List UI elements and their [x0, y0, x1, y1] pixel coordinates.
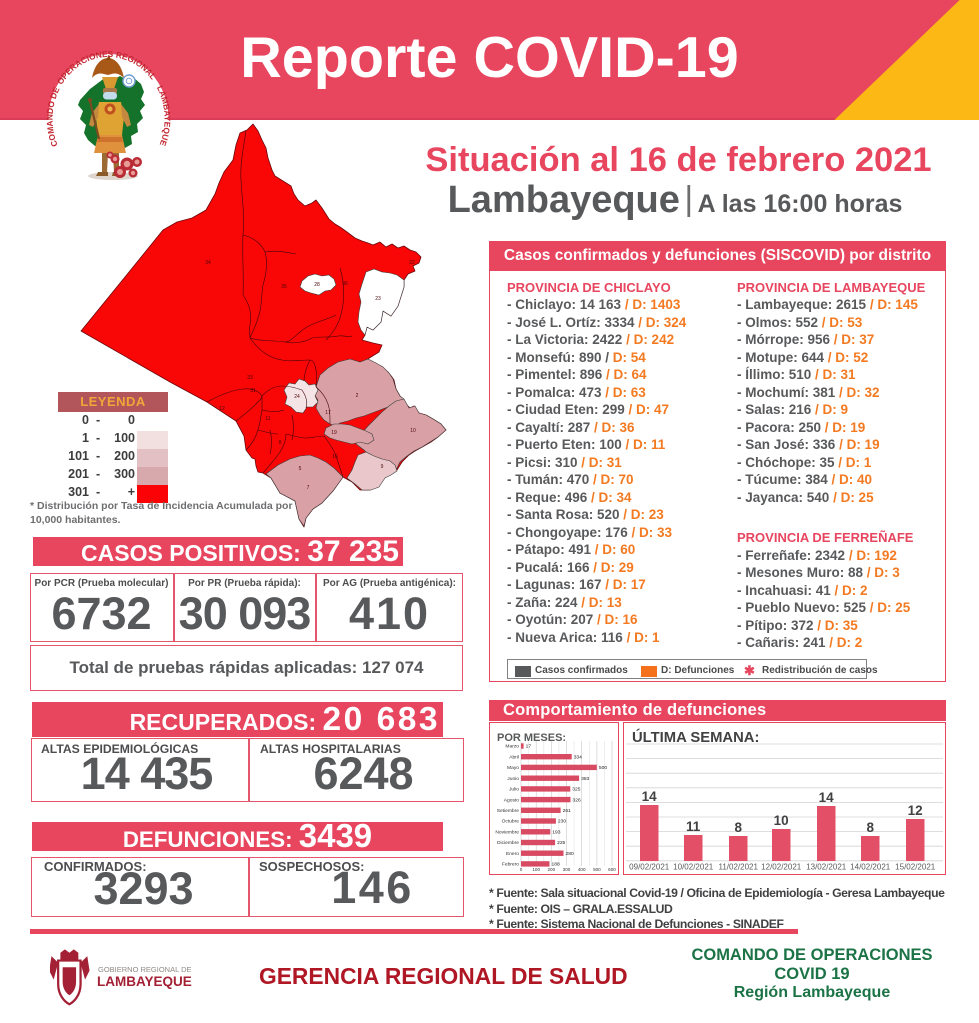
svg-text:17: 17: [325, 410, 331, 416]
svg-text:14: 14: [642, 789, 658, 804]
svg-text:10: 10: [774, 813, 789, 828]
svg-text:34: 34: [205, 260, 211, 266]
svg-text:11/02/2021: 11/02/2021: [718, 863, 758, 872]
svg-text:16: 16: [332, 454, 338, 460]
svg-text:Julio: Julio: [509, 787, 519, 793]
svg-text:2: 2: [356, 393, 359, 399]
svg-text:230: 230: [558, 819, 566, 825]
svg-text:10: 10: [410, 428, 416, 434]
svg-text:12: 12: [908, 803, 923, 818]
svg-text:23: 23: [375, 296, 381, 302]
svg-text:19: 19: [331, 430, 337, 436]
svg-text:11: 11: [686, 819, 701, 834]
svg-text:36: 36: [342, 281, 348, 287]
svg-text:Enero: Enero: [506, 851, 519, 857]
svg-text:14/02/2021: 14/02/2021: [850, 863, 891, 872]
svg-text:225: 225: [557, 840, 565, 846]
svg-text:326: 326: [573, 797, 581, 803]
svg-text:188: 188: [552, 862, 560, 868]
svg-text:10/02/2021: 10/02/2021: [673, 863, 714, 872]
svg-text:325: 325: [572, 787, 580, 793]
svg-text:280: 280: [566, 851, 574, 857]
svg-text:Marzo: Marzo: [505, 744, 519, 750]
svg-text:12: 12: [219, 406, 225, 412]
svg-text:Setiembre: Setiembre: [497, 808, 520, 814]
svg-text:600: 600: [608, 867, 616, 872]
svg-text:Noviembre: Noviembre: [495, 830, 519, 836]
svg-text:383: 383: [581, 776, 589, 782]
svg-text:Abril: Abril: [509, 754, 519, 760]
svg-text:LAMBAYEQUE: LAMBAYEQUE: [97, 974, 192, 989]
svg-text:28: 28: [314, 282, 320, 288]
svg-text:Febrero: Febrero: [502, 862, 519, 868]
svg-text:15/02/2021: 15/02/2021: [895, 863, 936, 872]
svg-text:22: 22: [409, 260, 415, 266]
svg-text:Octubre: Octubre: [502, 819, 520, 825]
svg-text:Agosto: Agosto: [504, 797, 520, 803]
svg-text:8: 8: [866, 820, 874, 835]
svg-text:Diciembre: Diciembre: [497, 840, 519, 846]
svg-text:193: 193: [552, 830, 560, 836]
svg-text:33: 33: [247, 375, 253, 381]
svg-text:261: 261: [563, 808, 571, 814]
svg-text:35: 35: [281, 284, 287, 290]
svg-text:11: 11: [265, 416, 270, 422]
svg-text:8: 8: [734, 820, 742, 835]
svg-text:334: 334: [574, 754, 582, 760]
svg-text:Mayo: Mayo: [507, 765, 519, 771]
svg-text:Junio: Junio: [507, 776, 519, 782]
svg-text:500: 500: [599, 765, 607, 771]
svg-text:13/02/2021: 13/02/2021: [806, 863, 847, 872]
svg-text:12/02/2021: 12/02/2021: [761, 863, 802, 872]
svg-text:31: 31: [250, 388, 256, 394]
svg-text:8: 8: [279, 440, 282, 446]
svg-text:POR MESES:: POR MESES:: [497, 732, 566, 744]
svg-text:17: 17: [526, 744, 532, 750]
svg-text:24: 24: [294, 394, 300, 400]
svg-text:9: 9: [381, 464, 384, 470]
svg-text:100: 100: [532, 867, 540, 872]
svg-text:5: 5: [299, 466, 302, 472]
svg-text:GOBIERNO REGIONAL DE: GOBIERNO REGIONAL DE: [98, 965, 192, 974]
svg-text:ÚLTIMA SEMANA:: ÚLTIMA SEMANA:: [632, 728, 759, 746]
svg-text:09/02/2021: 09/02/2021: [629, 863, 670, 872]
svg-text:14: 14: [819, 790, 835, 805]
svg-text:300: 300: [563, 867, 571, 872]
svg-text:500: 500: [593, 867, 601, 872]
svg-text:200: 200: [547, 867, 555, 872]
svg-text:400: 400: [578, 867, 586, 872]
svg-text:0: 0: [520, 867, 523, 872]
svg-text:7: 7: [307, 485, 310, 491]
